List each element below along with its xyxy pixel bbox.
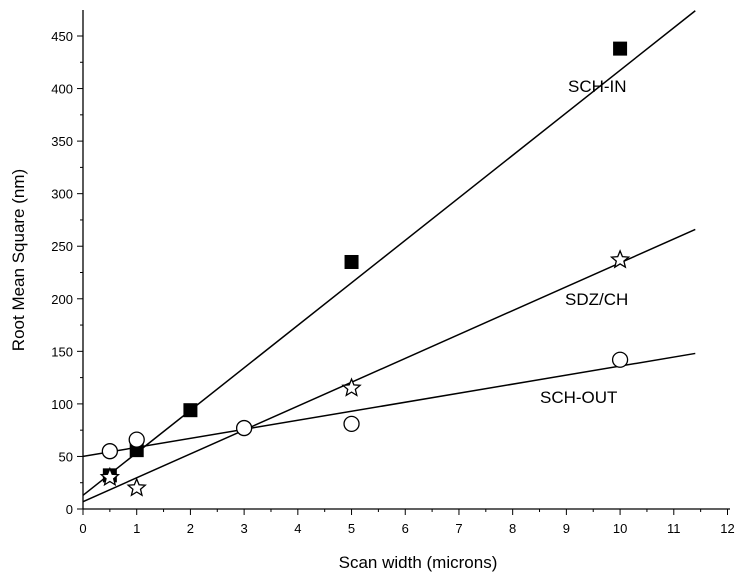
series-label: SCH-IN bbox=[568, 77, 627, 96]
fit-line bbox=[83, 352, 696, 458]
y-tick-label: 300 bbox=[51, 187, 73, 202]
x-tick-label: 8 bbox=[509, 521, 516, 536]
series-label: SCH-OUT bbox=[540, 388, 617, 407]
x-tick-label: 1 bbox=[133, 521, 140, 536]
x-tick-label: 3 bbox=[241, 521, 248, 536]
data-point-circle bbox=[101, 443, 119, 460]
y-tick-label: 450 bbox=[51, 29, 73, 44]
x-tick-label: 7 bbox=[455, 521, 462, 536]
data-point-star bbox=[341, 377, 362, 397]
y-tick-label: 250 bbox=[51, 239, 73, 254]
data-point-star bbox=[609, 249, 631, 269]
x-tick-label: 10 bbox=[613, 521, 627, 536]
y-tick-label: 150 bbox=[51, 344, 73, 359]
series-label: SDZ/CH bbox=[565, 290, 628, 309]
x-tick-label: 2 bbox=[187, 521, 194, 536]
y-tick-label: 50 bbox=[59, 449, 73, 464]
y-tick-label: 100 bbox=[51, 397, 73, 412]
x-tick-label: 9 bbox=[563, 521, 570, 536]
fit-line bbox=[83, 228, 696, 503]
x-tick-label: 4 bbox=[294, 521, 301, 536]
data-point-star bbox=[126, 477, 147, 497]
y-tick-label: 350 bbox=[51, 134, 73, 149]
x-tick-label: 0 bbox=[79, 521, 86, 536]
data-markers bbox=[99, 41, 631, 497]
y-tick-label: 400 bbox=[51, 82, 73, 97]
axes: 0 1 2 3 4 5 6 7 8 9 10 11 12050100150200250300350400… bbox=[51, 10, 735, 536]
data-point-square bbox=[344, 254, 359, 269]
data-point-square bbox=[183, 403, 198, 418]
x-tick-label: 5 bbox=[348, 521, 355, 536]
data-point-circle bbox=[128, 431, 145, 448]
y-tick-label: 200 bbox=[51, 292, 73, 307]
data-point-star bbox=[99, 466, 121, 487]
x-axis-title: Scan width (microns) bbox=[339, 553, 498, 572]
data-point-circle bbox=[611, 351, 629, 368]
x-tick-label: 12 bbox=[720, 521, 734, 536]
x-tick-label: 11 bbox=[667, 521, 681, 536]
x-tick-label: 6 bbox=[402, 521, 409, 536]
y-axis-title: Root Mean Square (nm) bbox=[9, 169, 28, 351]
series-labels: SCH-IN SDZ/CH SCH-OUT bbox=[540, 77, 628, 407]
data-point-square bbox=[613, 41, 628, 56]
y-tick-label: 0 bbox=[66, 502, 73, 517]
data-point-circle bbox=[235, 419, 253, 437]
data-point-circle bbox=[343, 415, 360, 433]
